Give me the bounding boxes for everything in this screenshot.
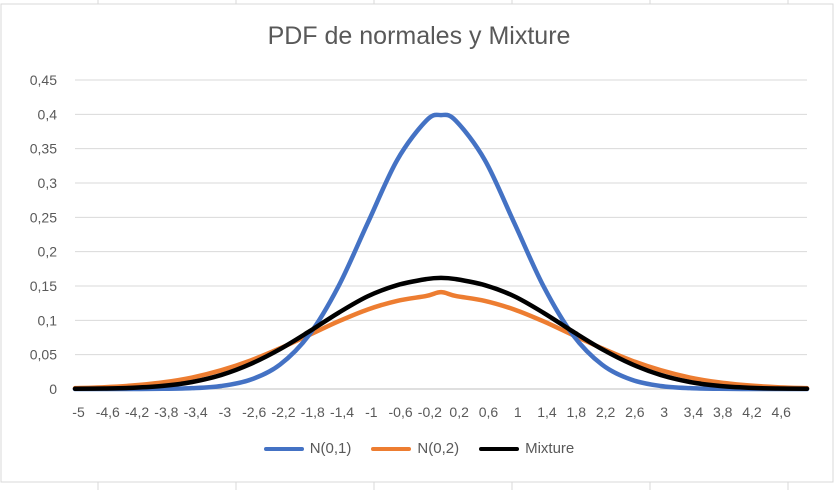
x-tick-label: 0,6: [479, 404, 499, 420]
series-line-n-0-1[interactable]: [72, 112, 810, 392]
y-tick-label: 0,2: [38, 244, 58, 260]
legend: N(0,1) N(0,2) Mixture: [0, 440, 838, 457]
y-tick-label: 0,4: [38, 106, 58, 122]
y-tick-label: 0,3: [38, 175, 58, 191]
x-tick-label: -2,6: [242, 404, 266, 420]
x-tick-label: 1: [514, 404, 522, 420]
x-tick-label: -2,2: [271, 404, 295, 420]
legend-swatch: [263, 446, 304, 451]
y-tick-label: 0,45: [30, 72, 57, 88]
x-tick-label: 4,2: [742, 404, 762, 420]
legend-swatch: [479, 446, 520, 451]
x-tick-label: -3: [219, 404, 232, 420]
y-tick-label: 0,15: [30, 278, 57, 294]
x-tick-label: -0,2: [418, 404, 442, 420]
x-tick-label: 3: [660, 404, 668, 420]
x-tick-label: 4,6: [771, 404, 791, 420]
x-tick-label: 2,6: [625, 404, 645, 420]
series-line-n-0-2[interactable]: [72, 289, 810, 391]
legend-label: N(0,1): [309, 440, 352, 457]
x-tick-label: -1,4: [330, 404, 354, 420]
y-tick-label: 0: [49, 381, 57, 397]
y-tick-label: 0,35: [30, 141, 57, 157]
x-tick-label: 0,2: [449, 404, 469, 420]
x-tick-label: -1,8: [301, 404, 325, 420]
legend-item[interactable]: Mixture: [479, 440, 574, 457]
legend-item[interactable]: N(0,2): [371, 440, 459, 457]
x-tick-label: 3,4: [684, 404, 704, 420]
series-line-mixture[interactable]: [72, 275, 810, 392]
legend-item[interactable]: N(0,1): [263, 440, 352, 457]
y-tick-label: 0,05: [30, 347, 57, 363]
x-tick-label: -4,2: [125, 404, 149, 420]
legend-label: N(0,2): [417, 440, 460, 457]
x-tick-label: 2,2: [596, 404, 616, 420]
legend-label: Mixture: [525, 440, 575, 457]
x-tick-label: 3,8: [713, 404, 733, 420]
y-tick-label: 0,25: [30, 209, 57, 225]
chart-title: PDF de normales y Mixture: [267, 22, 571, 50]
x-tick-label: -5: [72, 404, 85, 420]
x-tick-label: 1,8: [567, 404, 587, 420]
x-tick-label: -4,6: [96, 404, 120, 420]
chart-frame: [0, 3, 834, 483]
legend-swatch: [371, 446, 412, 451]
x-tick-label: -0,6: [389, 404, 413, 420]
x-tick-label: -3,4: [184, 404, 208, 420]
y-tick-label: 0,1: [38, 312, 58, 328]
x-tick-label: 1,4: [537, 404, 557, 420]
x-tick-label: -1: [365, 404, 378, 420]
x-tick-label: -3,8: [154, 404, 178, 420]
